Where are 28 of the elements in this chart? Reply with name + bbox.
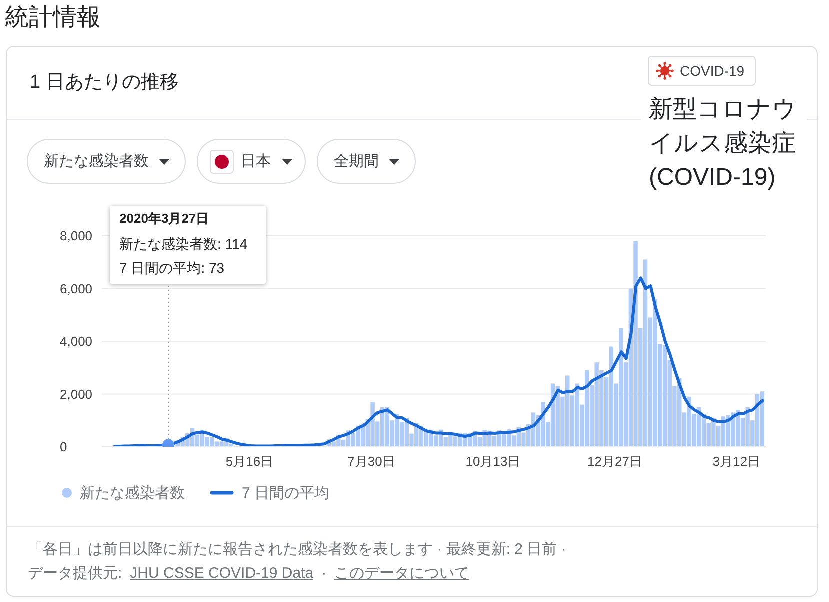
y-tick-label: 8,000 xyxy=(60,228,93,244)
y-tick-label: 0 xyxy=(60,440,68,455)
x-tick-label: 3月12日 xyxy=(712,454,761,470)
y-tick-label: 4,000 xyxy=(60,334,93,350)
legend-label: 新たな感染者数 xyxy=(80,484,185,502)
x-tick-label: 12月27日 xyxy=(588,454,642,470)
line-series xyxy=(113,276,764,447)
text: · xyxy=(322,564,327,584)
annotation: 7 日間の平均: 73 xyxy=(120,260,225,276)
chart-title: 統計情報 xyxy=(5,4,101,31)
y-tick-label: 2,000 xyxy=(60,386,93,402)
text: 「各日」は前日以降に新たに報告された感染者数を表します · 最終更新: 2 日前 · xyxy=(28,541,566,558)
x-tick-label: 5月16日 xyxy=(226,454,274,470)
text: データ提供元: xyxy=(28,564,122,584)
text: 新型コロナウイルス感染症 (COVID-19) xyxy=(649,96,797,191)
dropdown: 日本 xyxy=(197,139,306,184)
text: JHU CSSE COVID-19 Data xyxy=(130,564,314,584)
x-tick-label: 7月30日 xyxy=(348,454,396,470)
chart-subtitle: 1 日あたりの推移 xyxy=(30,72,179,93)
tag-chip: COVID-19 xyxy=(648,56,756,86)
annotation: 新たな感染者数: 114 xyxy=(120,236,248,252)
legend-label: 7 日間の平均 xyxy=(242,484,330,502)
y-tick-label: 6,000 xyxy=(60,281,93,296)
text: このデータについて xyxy=(334,564,470,584)
dropdown: 新たな感染者数 xyxy=(27,139,186,184)
dropdown: 全期間 xyxy=(317,139,416,184)
x-tick-label: 10月13日 xyxy=(466,454,521,470)
tooltip: 2020年3月27日 新たな感染者数: 114 7 日間の平均: 73 xyxy=(110,206,266,284)
